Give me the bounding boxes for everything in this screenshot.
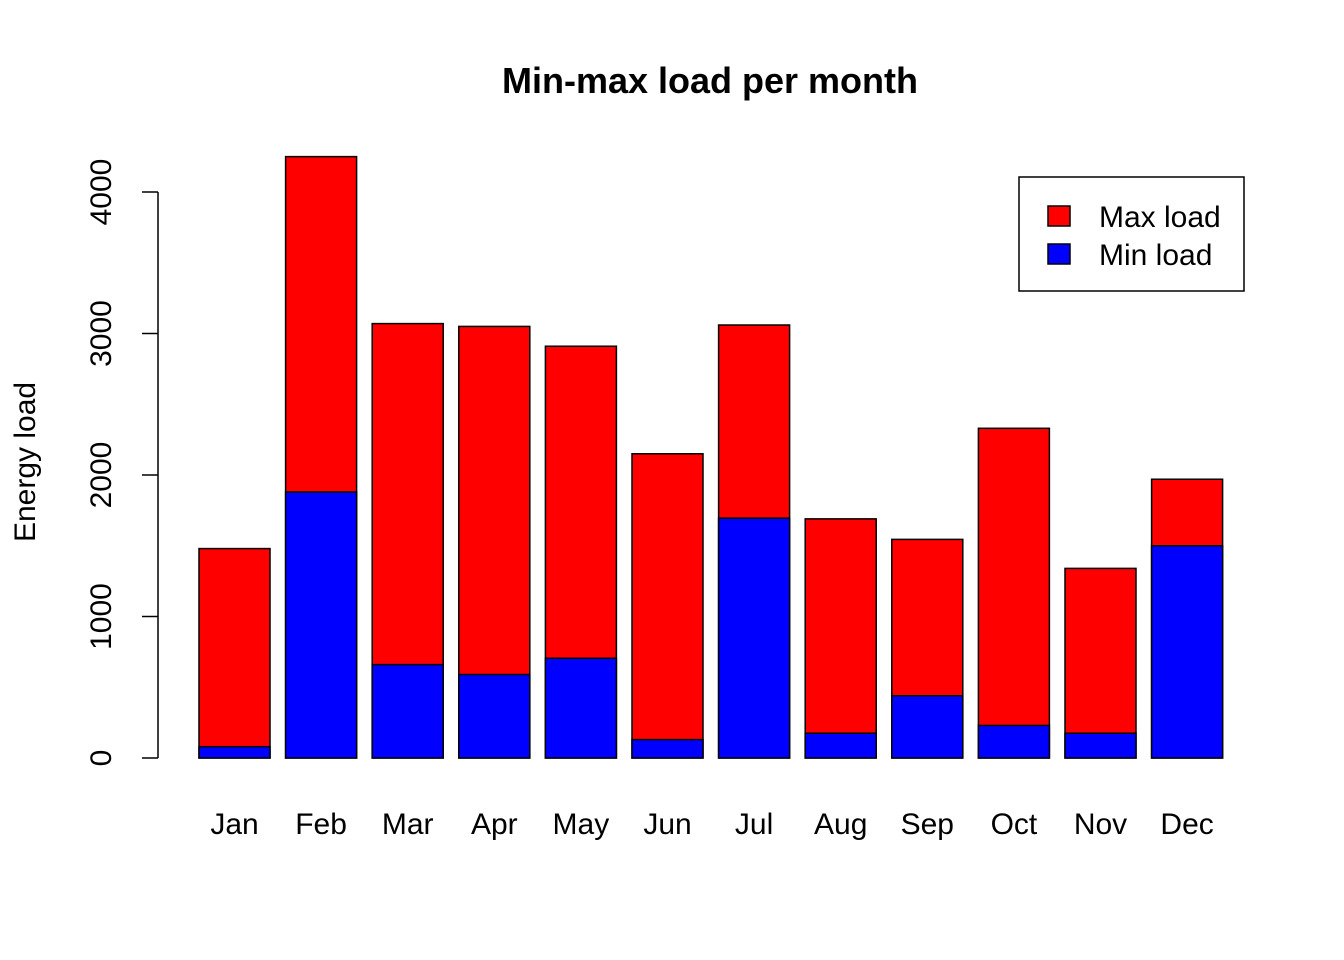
x-tick-label: Aug bbox=[814, 808, 867, 841]
legend: Max load Min load bbox=[1018, 176, 1245, 292]
y-axis-label: Energy load bbox=[9, 382, 42, 542]
bar-min-may bbox=[544, 657, 618, 759]
x-tick-label: Jun bbox=[643, 808, 691, 841]
x-tick-label: Nov bbox=[1074, 808, 1127, 841]
chart-title: Min-max load per month bbox=[502, 60, 918, 101]
bar-min-mar bbox=[371, 663, 444, 759]
legend-swatch bbox=[1047, 205, 1071, 227]
x-tick-label: Apr bbox=[471, 808, 518, 841]
bar-min-nov bbox=[1064, 732, 1137, 759]
y-tick-label: 3000 bbox=[85, 300, 118, 367]
bar-min-aug bbox=[804, 732, 877, 759]
y-tick-label: 4000 bbox=[85, 159, 118, 226]
bar-max-jun bbox=[631, 453, 704, 759]
bar-min-jul bbox=[717, 517, 791, 759]
x-tick-label: Mar bbox=[382, 808, 434, 841]
x-tick-label: Feb bbox=[295, 808, 347, 841]
bar-min-feb bbox=[284, 491, 358, 759]
legend-box bbox=[1018, 176, 1245, 292]
y-tick-label: 0 bbox=[85, 750, 118, 767]
bar-min-oct bbox=[977, 724, 1051, 759]
x-tick-label: Sep bbox=[901, 808, 954, 841]
bars-group bbox=[198, 155, 1224, 759]
y-tick-label: 1000 bbox=[85, 583, 118, 650]
y-tick-label: 2000 bbox=[85, 442, 118, 509]
x-tick-label: Jan bbox=[210, 808, 258, 841]
bar-min-apr bbox=[458, 673, 531, 759]
bar-min-jan bbox=[198, 745, 271, 759]
bar-max-nov bbox=[1064, 567, 1137, 759]
x-tick-label: Oct bbox=[991, 808, 1038, 841]
bar-min-dec bbox=[1150, 545, 1224, 759]
x-tick-label: May bbox=[553, 808, 610, 841]
legend-label: Min load bbox=[1099, 239, 1212, 272]
x-axis-labels: Jan Feb Mar Apr May Jun Jul Aug Sep Oct Nov Dec bbox=[210, 808, 1213, 841]
legend-swatch bbox=[1047, 243, 1071, 265]
bar-max-aug bbox=[804, 518, 877, 759]
bar-min-jun bbox=[631, 738, 704, 759]
bar-min-sep bbox=[891, 694, 964, 759]
x-tick-label: Dec bbox=[1160, 808, 1213, 841]
y-axis: 0 1000 2000 3000 4000 bbox=[85, 159, 159, 767]
legend-label: Max load bbox=[1099, 201, 1221, 234]
bar-max-oct bbox=[977, 427, 1051, 759]
x-tick-label: Jul bbox=[735, 808, 773, 841]
bar-max-jan bbox=[198, 547, 271, 759]
